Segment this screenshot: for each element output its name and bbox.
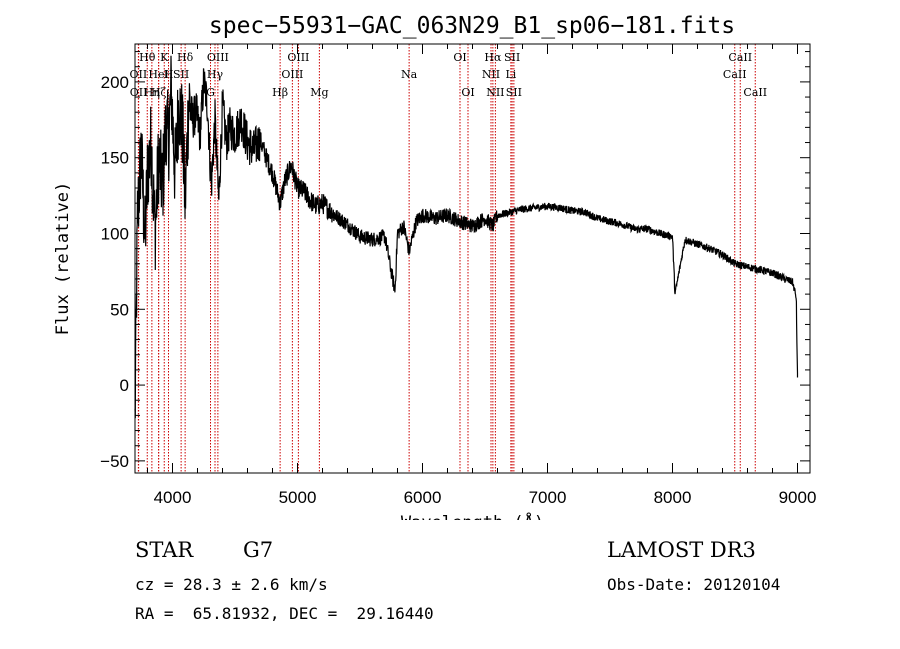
plot-frame [134,43,811,474]
spectral-line-label: G [206,86,215,99]
spectral-line-label: CaII [728,51,752,64]
spectral-line-label: SII [173,68,189,81]
spectrum-line [134,55,799,419]
spectral-line-label: OI [453,51,466,64]
obs-date: Obs-Date: 20120104 [607,575,781,594]
spectral-line-label: OIII [287,51,309,64]
spectral-line-label: CaII [723,68,747,81]
x-tick-label: 9000 [779,488,817,507]
spectral-line-label: Hθ [139,51,156,64]
spectral-line-label: H [164,68,174,81]
spectral-line-label: SII [504,51,520,64]
spectral-line-label: Na [401,68,418,81]
x-tick-label: 8000 [654,488,692,507]
spectral-line-label: NII [482,68,500,81]
x-tick-label: 6000 [404,488,442,507]
spectral-line-label: CaII [743,86,767,99]
spectral-line-label: Li [505,68,516,81]
spectral-line-label: OII [130,86,148,99]
y-tick-label: −50 [100,452,129,471]
axis-ticks: 4000 5000 6000 7000 8000 9000 −50 0 50 100 150 200 [100,44,816,507]
spectral-line-label: OIII [281,68,303,81]
x-tick-label: 5000 [279,488,317,507]
spectrum-chart: spec−55931−GAC_063N29_B1_sp06−181.fits H… [53,13,816,520]
survey-name: LAMOST DR3 [607,538,756,562]
coordinates: RA = 65.81932, DEC = 29.16440 [135,604,434,623]
redshift-info: cz = 28.3 ± 2.6 km/s [135,575,328,594]
spectral-line-label: Mg [310,86,328,99]
spectral-line-label: SII [506,86,522,99]
spectral-line-label: Hβ [272,86,288,99]
x-tick-label: 4000 [154,488,192,507]
spectral-line-label: Hζ [151,86,167,99]
y-tick-label: 100 [101,224,129,243]
spectral-line-label: Hη [144,86,160,99]
spectral-line-label: OII [130,68,148,81]
spectral-line-markers [137,44,756,473]
y-tick-label: 50 [110,300,129,319]
spectral-line-label: NII [486,86,504,99]
y-axis-label: Flux (relative) [53,182,73,336]
x-tick-label: 7000 [529,488,567,507]
chart-title: spec−55931−GAC_063N29_B1_sp06−181.fits [209,13,735,39]
y-tick-label: 150 [101,149,129,168]
spectral-line-label: Hδ [177,51,194,64]
spectral-line-label: HeI [148,68,168,81]
spectral-line-label: OI [461,86,474,99]
y-tick-label: 0 [120,376,129,395]
spectral-line-label: K [160,51,169,64]
spectral-line-label: Hγ [207,68,224,81]
object-class: STAR [135,538,194,562]
y-tick-label: 200 [101,73,129,92]
x-axis-label: Wavelength (Å) [401,511,544,520]
spectral-line-label: Hα [484,51,502,64]
spectral-line-label: OIII [207,51,229,64]
object-subclass: G7 [243,538,274,562]
